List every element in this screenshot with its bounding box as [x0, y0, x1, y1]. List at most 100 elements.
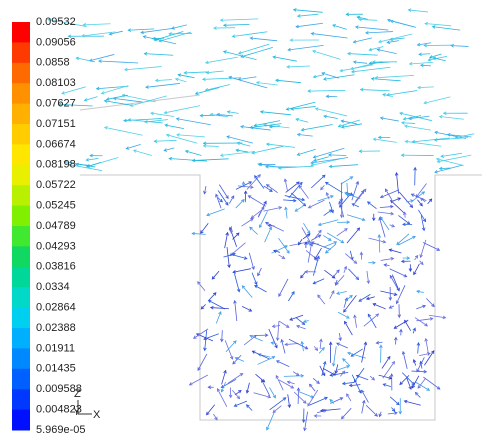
vector [323, 74, 355, 80]
vector-head [63, 160, 68, 164]
vector-head [324, 396, 328, 401]
vector [169, 158, 208, 162]
vector [406, 377, 412, 390]
vector [323, 209, 333, 216]
vector-head [358, 298, 363, 302]
vector-head [239, 373, 244, 377]
vector [263, 185, 273, 192]
vector-head [184, 149, 189, 154]
vector [225, 340, 237, 353]
vector [232, 31, 268, 37]
vector [323, 115, 338, 119]
vector [413, 359, 417, 366]
vector [329, 399, 335, 404]
vector-head [435, 157, 440, 162]
vector [412, 328, 416, 334]
vector-head [365, 30, 369, 35]
vector-head [409, 204, 414, 209]
vector-head [407, 8, 412, 12]
vector [292, 371, 300, 376]
vector-head [258, 162, 263, 167]
vector-head [393, 325, 398, 329]
vector-head [188, 382, 193, 386]
vector-head [391, 224, 396, 228]
vector-head [333, 241, 338, 245]
vector [235, 357, 245, 362]
vector [287, 65, 311, 68]
vector [377, 49, 397, 55]
vector-head [404, 139, 409, 144]
vector-head [226, 135, 230, 139]
vector [419, 352, 431, 357]
vector [401, 372, 415, 386]
vector [273, 56, 297, 62]
vector [298, 238, 303, 245]
colorbar-band [12, 83, 30, 105]
vector [447, 134, 472, 138]
vector-head [390, 211, 395, 216]
vector-head [363, 341, 368, 346]
vector [355, 190, 365, 202]
vector [284, 178, 289, 192]
vector [389, 275, 399, 289]
vector-head [434, 130, 438, 135]
vector-head [226, 110, 231, 114]
vector [399, 375, 410, 385]
vector-head [296, 181, 300, 185]
vector-head [339, 397, 344, 401]
vector-head [263, 200, 267, 205]
vector-head [209, 112, 214, 117]
vector-head [427, 352, 431, 356]
vector [308, 199, 325, 209]
vector-head [340, 239, 345, 244]
vector-head [312, 155, 317, 159]
vector [106, 94, 129, 100]
vector-head [306, 241, 311, 246]
vector [249, 335, 263, 342]
vector [353, 61, 368, 64]
vector-head [223, 369, 227, 374]
vector [349, 384, 361, 387]
vector-head [236, 288, 241, 293]
vector-head [341, 381, 346, 386]
vector [206, 70, 224, 74]
vector-head [353, 379, 358, 383]
vector [166, 134, 198, 144]
vector-head [143, 51, 148, 56]
vector-head [424, 323, 429, 327]
vector [341, 120, 357, 125]
vector-head [344, 228, 348, 232]
vector-head [154, 78, 159, 83]
vector-head [274, 344, 278, 349]
vector [228, 76, 268, 89]
vector-head [423, 369, 428, 374]
vector-head [229, 356, 234, 360]
vector-head [328, 209, 333, 213]
vector [150, 112, 175, 117]
vector [387, 412, 398, 415]
vector [83, 23, 111, 26]
vector [426, 298, 435, 307]
vector [128, 119, 163, 124]
vector [184, 71, 207, 74]
vector-head [346, 315, 350, 319]
colorbar-label: 0.04789 [36, 220, 76, 232]
vector [287, 44, 324, 51]
vector [439, 167, 451, 170]
vector [328, 154, 347, 156]
vector-head [312, 281, 317, 285]
vector-head [275, 78, 279, 83]
vector [408, 9, 428, 13]
vector-head [387, 355, 391, 360]
vector-head [228, 75, 233, 80]
vector-head [257, 174, 261, 178]
vector-head [300, 127, 305, 132]
vector [140, 27, 175, 34]
vector [455, 133, 475, 138]
vector-head [338, 200, 342, 205]
vector-head [347, 351, 351, 356]
vector-head [406, 221, 411, 225]
vector [277, 321, 280, 341]
vector-head [410, 193, 415, 197]
colorbar-label: 0.08103 [36, 77, 76, 89]
